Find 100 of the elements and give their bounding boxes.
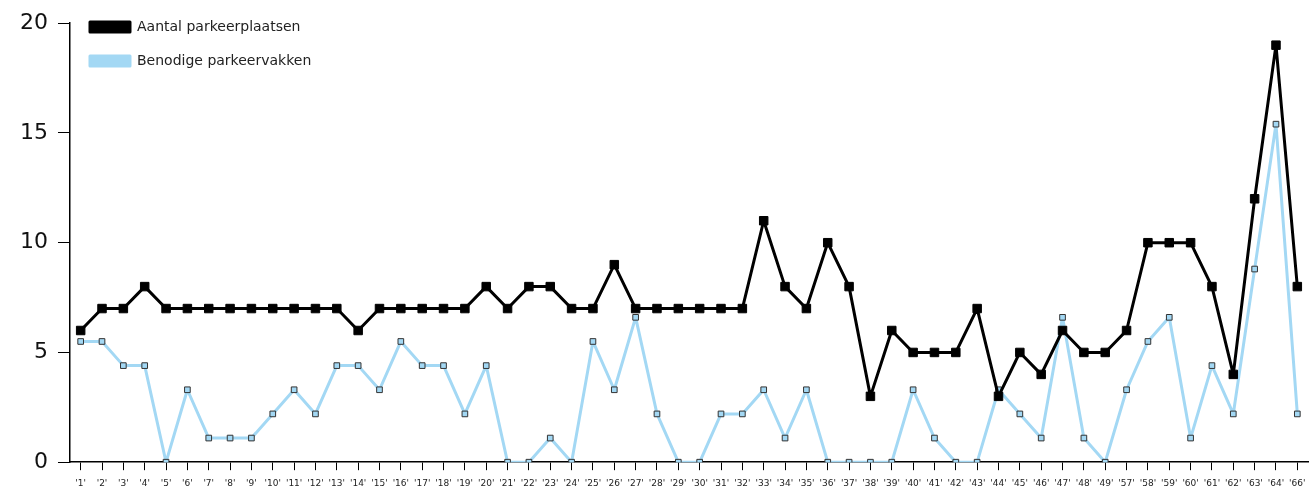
x-tick-label: '23'	[542, 477, 559, 488]
point	[908, 347, 918, 358]
point	[141, 362, 149, 369]
point	[1037, 434, 1045, 442]
point	[739, 410, 746, 418]
x-tick-label: '7'	[203, 477, 215, 488]
y-tick-label: 0	[33, 447, 48, 473]
x-tick-label: '58'	[1139, 477, 1157, 488]
x-tick-label: '34'	[776, 477, 794, 488]
point	[310, 303, 321, 314]
point	[418, 362, 426, 369]
x-tick-label: '64'	[1267, 477, 1285, 488]
x-tick-label: '41'	[926, 477, 943, 488]
x-tick-label: '49'	[1097, 477, 1114, 488]
point	[1185, 237, 1196, 248]
point	[481, 281, 491, 292]
x-tick-label: '24'	[563, 477, 580, 488]
point	[182, 303, 193, 314]
point	[77, 338, 84, 345]
point	[1292, 281, 1303, 292]
y-tick-label: 5	[33, 338, 48, 364]
point	[461, 410, 469, 418]
point	[118, 303, 129, 314]
x-tick-label: '28'	[648, 477, 666, 488]
x-tick-label: '31'	[712, 477, 730, 488]
point	[75, 325, 86, 336]
x-tick-label: '63'	[1246, 477, 1263, 488]
x-tick-label: '37'	[840, 477, 858, 488]
point	[1079, 347, 1089, 358]
point	[652, 303, 662, 314]
point	[1228, 369, 1239, 380]
point	[482, 362, 490, 369]
point	[502, 303, 513, 314]
x-tick-label: '3'	[118, 477, 129, 488]
point	[1121, 325, 1132, 336]
x-tick-label: '43'	[968, 477, 986, 488]
x-tick-label: '66'	[1289, 477, 1306, 488]
x-tick-label: '57'	[1118, 477, 1135, 488]
point	[1016, 410, 1024, 418]
x-tick-label: '12'	[307, 477, 324, 488]
point	[887, 325, 897, 336]
point	[1059, 314, 1066, 321]
x-tick-label: '21'	[499, 477, 516, 488]
point	[929, 347, 940, 358]
point	[440, 362, 447, 369]
point	[673, 303, 684, 314]
point	[376, 386, 383, 394]
point	[545, 281, 555, 292]
point	[931, 434, 938, 442]
point	[675, 458, 682, 463]
y-tick-label: 10	[19, 228, 48, 254]
point	[588, 303, 598, 314]
point	[653, 410, 661, 418]
point	[225, 303, 235, 314]
x-tick-label: '29'	[670, 477, 687, 488]
point	[780, 281, 790, 292]
x-tick-label: '15'	[371, 477, 388, 488]
point	[630, 303, 641, 314]
x-tick-label: '27'	[627, 477, 644, 488]
y-tick-label: 15	[19, 118, 48, 144]
point	[354, 362, 362, 369]
x-tick-label: '48'	[1075, 477, 1093, 488]
x-tick-label: '10'	[264, 477, 281, 488]
point	[823, 237, 833, 248]
point	[1165, 314, 1173, 321]
point	[867, 458, 874, 463]
point	[1123, 386, 1130, 394]
x-tick-label: '62'	[1225, 477, 1242, 488]
point	[97, 303, 107, 314]
point	[1100, 347, 1110, 358]
point	[1251, 265, 1258, 273]
point	[1080, 434, 1088, 442]
point	[289, 303, 299, 314]
x-tick-label: '16'	[392, 477, 410, 488]
x-tick-label: '60'	[1182, 477, 1199, 488]
point	[716, 303, 726, 314]
x-tick-label: '19'	[456, 477, 474, 488]
point	[758, 216, 769, 226]
point	[1249, 194, 1260, 204]
x-tick-label: '38'	[862, 477, 879, 488]
point	[609, 259, 620, 270]
point	[205, 434, 213, 442]
point	[696, 458, 703, 463]
point	[246, 303, 257, 314]
point	[1057, 325, 1068, 336]
x-tick-label: '30'	[691, 477, 708, 488]
x-tick-label: '5'	[160, 477, 172, 488]
x-tick-label: '1'	[75, 477, 87, 488]
x-tick-label: '11'	[285, 477, 303, 488]
point	[397, 338, 405, 345]
point	[993, 391, 1004, 402]
x-tick-label: '44'	[990, 477, 1007, 488]
x-tick-label: '61'	[1203, 477, 1221, 488]
x-tick-label: '32'	[734, 477, 751, 488]
x-tick-label: '47'	[1054, 477, 1071, 488]
point	[1272, 120, 1280, 128]
point	[1164, 237, 1174, 248]
x-tick-label: '8'	[224, 477, 236, 488]
point	[803, 386, 810, 394]
point	[184, 386, 191, 394]
